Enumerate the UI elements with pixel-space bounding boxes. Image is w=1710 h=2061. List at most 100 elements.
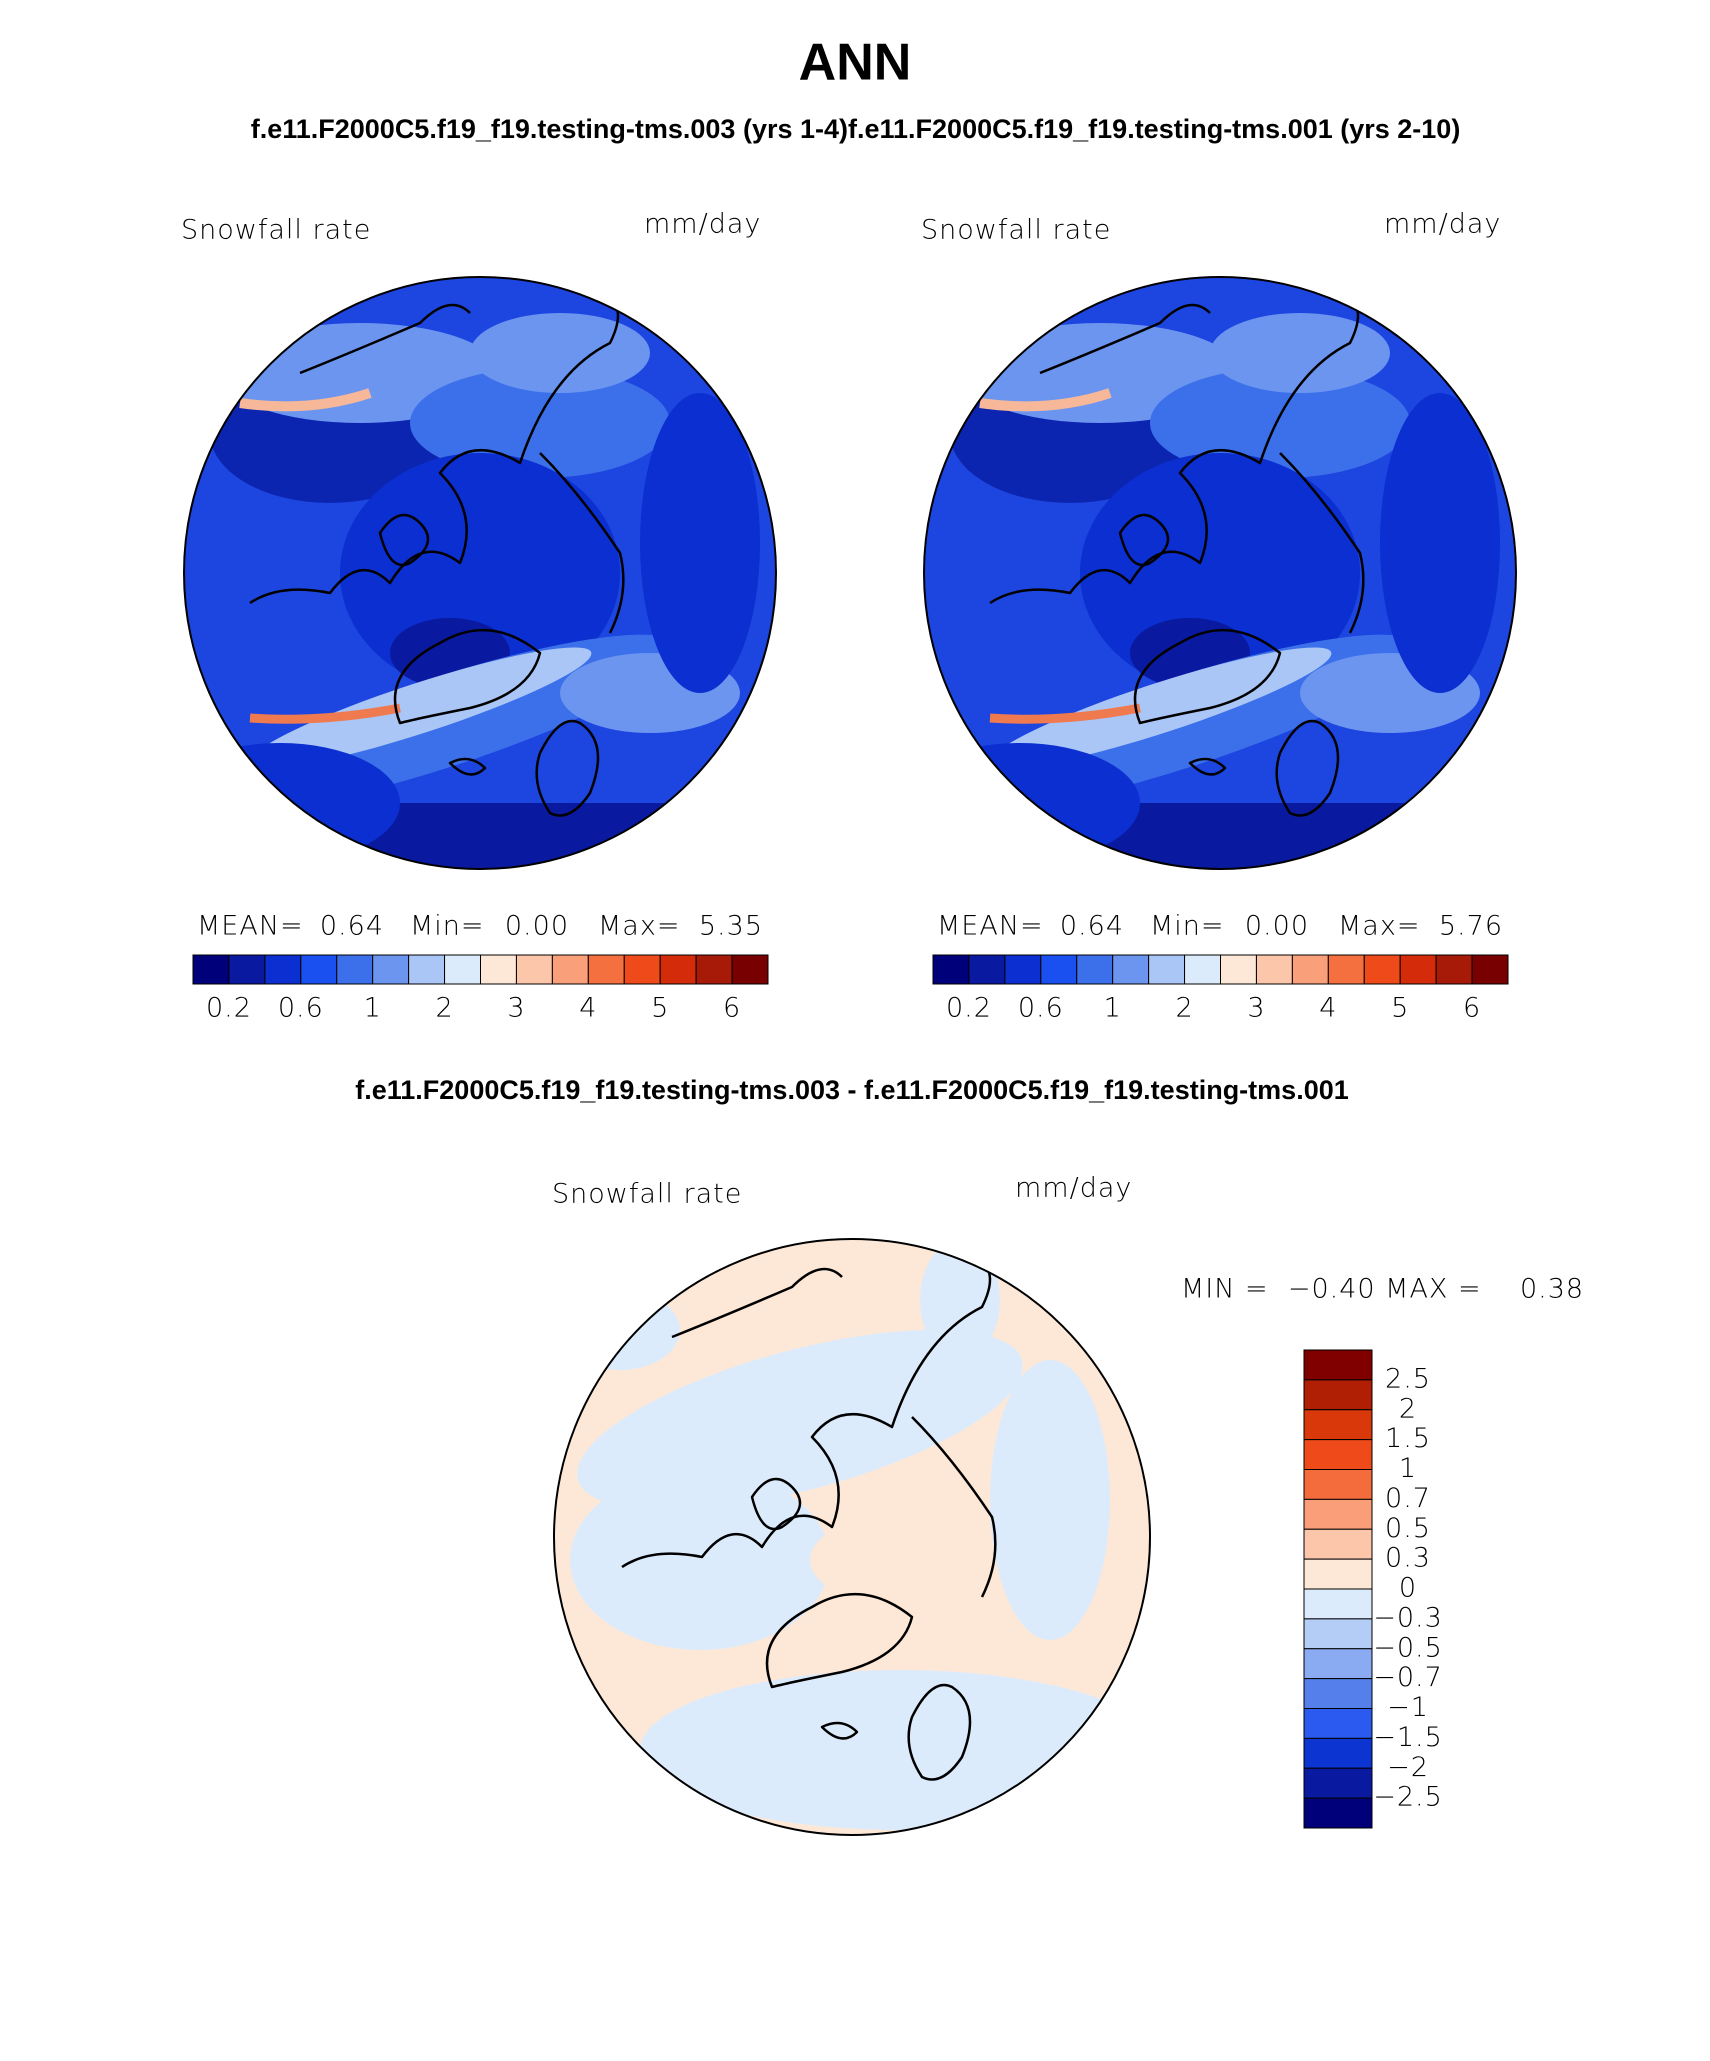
colorbar-box	[1399, 954, 1437, 985]
colorbar-box	[1040, 954, 1078, 985]
colorbar-box	[1303, 1708, 1373, 1739]
diff-stats: MIN = −0.40 MAX = 0.38	[1181, 1274, 1584, 1305]
colorbar-box	[444, 954, 481, 985]
colorbar-box	[623, 954, 661, 985]
colorbar-box	[480, 954, 517, 985]
colorbar-box	[968, 954, 1006, 985]
colorbar-box	[1255, 954, 1293, 985]
colorbar-box	[551, 954, 589, 985]
map-border	[553, 1238, 1151, 1836]
colorbar-label: 3	[1247, 993, 1265, 1024]
stat-value: 5.35	[699, 911, 763, 942]
colorbar-box	[1291, 954, 1329, 985]
units: mm/day	[1015, 1173, 1132, 1204]
colorbar-label: 1.5	[1385, 1423, 1431, 1454]
colorbar-box	[659, 954, 697, 985]
colorbar-label: 0.2	[206, 993, 252, 1024]
stat-label: Min=	[410, 911, 485, 942]
colorbar-label: 1	[1104, 993, 1122, 1024]
field-label: Snowfall rate	[921, 215, 1111, 246]
colorbar-box	[1303, 1797, 1373, 1829]
colorbar-box	[1303, 1618, 1373, 1650]
colorbar-label: 2.5	[1385, 1363, 1431, 1394]
colorbar-box	[1303, 1349, 1373, 1381]
colorbar-box	[1303, 1409, 1373, 1441]
field-label: Snowfall rate	[552, 1179, 742, 1210]
diff-title: f.e11.F2000C5.f19_f19.testing-tms.003 - …	[355, 1075, 1349, 1105]
colorbar-box	[1303, 1498, 1373, 1530]
colorbar-box	[1076, 954, 1114, 985]
colorbar-box	[1220, 954, 1257, 985]
colorbar-box	[1303, 1588, 1373, 1620]
colorbar-label: 5	[1391, 993, 1409, 1024]
stat-value: 0.00	[1245, 911, 1309, 942]
colorbar-box	[1184, 954, 1221, 985]
colorbar-label: −1	[1387, 1692, 1429, 1723]
stat-label: MEAN=	[937, 911, 1044, 942]
colorbar-label: 0.6	[278, 993, 324, 1024]
colorbar-box	[1471, 954, 1509, 985]
colorbar-box	[1327, 954, 1365, 985]
map	[160, 273, 780, 903]
units: mm/day	[644, 209, 761, 240]
colorbar-label: 6	[723, 993, 741, 1024]
colorbar-box	[1303, 1648, 1373, 1680]
colorbar-box	[1004, 954, 1042, 985]
colorbar-box	[1303, 1767, 1373, 1799]
colorbar-label: 1	[364, 993, 382, 1024]
map-border	[923, 276, 1517, 870]
colorbar-box	[300, 954, 338, 985]
colorbar-label: −0.5	[1373, 1632, 1443, 1663]
stat-label: Max=	[1338, 911, 1420, 942]
colorbar-label: −0.7	[1373, 1662, 1443, 1693]
colorbar-box	[695, 954, 733, 985]
map	[554, 1239, 1150, 1835]
colorbar-box	[336, 954, 374, 985]
colorbar-label: 4	[579, 993, 597, 1024]
map-border	[183, 276, 777, 870]
colorbar-label: 0.2	[946, 993, 992, 1024]
colorbar-label: 0.3	[1385, 1543, 1431, 1574]
colorbar-label: 0.5	[1385, 1513, 1431, 1544]
colorbar-box	[228, 954, 266, 985]
colorbar-box	[1303, 1737, 1373, 1769]
colorbar-label: 1	[1399, 1453, 1417, 1484]
stat-value: 0.00	[505, 911, 569, 942]
colorbar-label: 0.7	[1385, 1483, 1431, 1514]
colorbar-box	[192, 954, 230, 985]
colorbar-box	[1363, 954, 1401, 985]
colorbar-box	[1435, 954, 1473, 985]
colorbar-box	[264, 954, 302, 985]
colorbar-label: 5	[651, 993, 669, 1024]
colorbar-label: 3	[507, 993, 525, 1024]
colorbar-box	[1303, 1678, 1373, 1709]
subtitle: f.e11.F2000C5.f19_f19.testing-tms.003 (y…	[251, 114, 848, 144]
colorbar-box	[932, 954, 970, 985]
colorbar-box	[1303, 1528, 1373, 1560]
colorbar-label: 2	[1175, 993, 1193, 1024]
stat-label: Max=	[598, 911, 680, 942]
colorbar-label: 4	[1319, 993, 1337, 1024]
colorbar-box	[731, 954, 769, 985]
title: ANN	[799, 34, 912, 92]
stat-label: MEAN=	[197, 911, 304, 942]
colorbar-box	[1303, 1558, 1373, 1590]
colorbar-box	[1112, 954, 1150, 985]
subtitle: f.e11.F2000C5.f19_f19.testing-tms.001 (y…	[848, 114, 1460, 144]
colorbar-box	[587, 954, 625, 985]
colorbar-label: 6	[1463, 993, 1481, 1024]
colorbar-box	[1303, 1469, 1373, 1500]
stat-label: Min=	[1150, 911, 1225, 942]
units: mm/day	[1384, 209, 1501, 240]
colorbar-label: 0	[1399, 1573, 1417, 1604]
stat-value: 5.76	[1439, 911, 1503, 942]
colorbar-label: −2	[1387, 1752, 1429, 1783]
colorbar-box	[515, 954, 553, 985]
colorbar-label: −0.3	[1373, 1602, 1443, 1633]
map	[900, 273, 1520, 903]
stat-value: 0.64	[320, 911, 384, 942]
colorbar-label: −1.5	[1373, 1722, 1443, 1753]
colorbar-label: 0.6	[1018, 993, 1064, 1024]
colorbar-box	[408, 954, 446, 985]
